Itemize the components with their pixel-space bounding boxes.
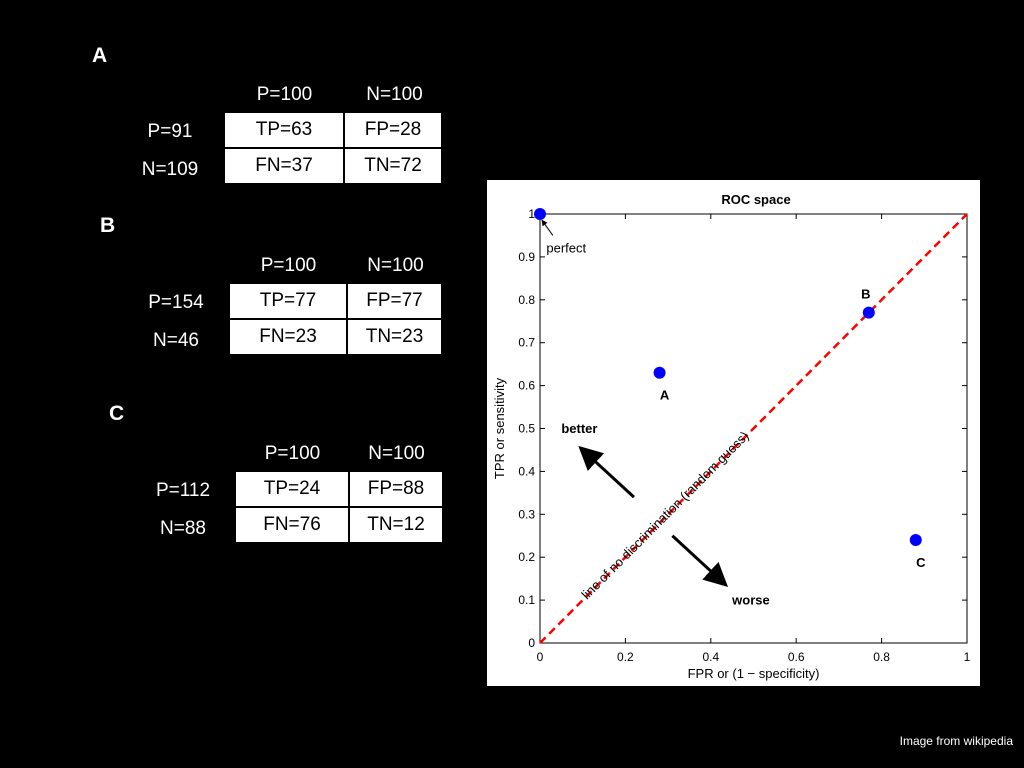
- better-label: better: [561, 421, 597, 436]
- section-label-c: C: [109, 402, 125, 425]
- y-tick-label: 0.6: [518, 379, 535, 393]
- roc-point-c: [909, 534, 922, 547]
- cell-fp: FP=88: [348, 470, 444, 508]
- cell-tp: TP=24: [234, 470, 350, 508]
- col-header-positive: P=100: [256, 84, 313, 105]
- x-tick-label: 0.2: [617, 650, 634, 664]
- diagonal-line: [539, 213, 968, 644]
- axis-ticks: 0 0.2 0.4 0.6 0.8 1 0 0.1 0.2 0.3 0.4 0.5 0.6 0.7 0.8 0…: [518, 207, 970, 664]
- x-tick-label: 0.8: [873, 650, 890, 664]
- y-tick-label: 0.4: [518, 464, 535, 478]
- image-credit: Image from wikipedia: [899, 734, 1013, 748]
- diagonal-label: line of no discrimination (random guess): [578, 428, 751, 602]
- cell-tp: TP=77: [228, 282, 348, 320]
- roc-chart: ROC space 0 0.2 0.4 0.6 0.8 1 0 0.1 0.2 0.3 0.4 0.5…: [487, 180, 980, 686]
- row-label-predicted-negative: N=46: [153, 330, 199, 351]
- chart-title: ROC space: [721, 192, 790, 207]
- confusion-matrix-c: TP=24 FP=88 FN=76 TN=12: [234, 470, 444, 544]
- roc-chart-svg: ROC space 0 0.2 0.4 0.6 0.8 1 0 0.1 0.2 0.3 0.4 0.5…: [492, 192, 971, 681]
- cell-fn: FN=37: [223, 147, 345, 185]
- y-tick-label: 0.7: [518, 336, 535, 350]
- roc-point-perfect: [534, 208, 546, 220]
- y-tick-label: 0.8: [518, 293, 535, 307]
- x-tick-label: 1: [964, 650, 971, 664]
- x-tick-label: 0.4: [702, 650, 719, 664]
- y-tick-label: 0: [528, 636, 535, 650]
- y-tick-label: 0.1: [518, 593, 535, 607]
- y-tick-label: 1: [528, 207, 535, 221]
- x-tick-label: 0.6: [788, 650, 805, 664]
- row-label-predicted-positive: P=91: [147, 121, 193, 142]
- x-axis-label: FPR or (1 − specificity): [688, 666, 820, 681]
- y-tick-label: 0.3: [518, 507, 535, 521]
- confusion-matrix-a: TP=63 FP=28 FN=37 TN=72: [223, 111, 443, 185]
- cell-fn: FN=23: [228, 318, 348, 356]
- better-arrow: [578, 445, 635, 499]
- cell-fn: FN=76: [234, 506, 350, 544]
- row-label-predicted-positive: P=154: [148, 292, 204, 313]
- col-header-positive: P=100: [260, 255, 317, 276]
- confusion-matrix-b: TP=77 FP=77 FN=23 TN=23: [228, 282, 443, 356]
- x-tick-label: 0: [537, 650, 544, 664]
- point-label-a: A: [660, 388, 670, 403]
- col-header-negative: N=100: [366, 84, 423, 105]
- cell-fp: FP=28: [343, 111, 443, 149]
- cell-tn: TN=12: [348, 506, 444, 544]
- cell-tp: TP=63: [223, 111, 345, 149]
- cell-tn: TN=23: [346, 318, 443, 356]
- y-tick-label: 0.5: [518, 422, 535, 436]
- row-label-predicted-negative: N=88: [160, 518, 206, 539]
- roc-point-a: [653, 366, 666, 379]
- col-header-negative: N=100: [367, 255, 424, 276]
- worse-arrow: [671, 534, 729, 588]
- cell-fp: FP=77: [346, 282, 443, 320]
- cell-tn: TN=72: [343, 147, 443, 185]
- perfect-arrow: [541, 219, 554, 236]
- roc-point-b: [862, 306, 875, 319]
- worse-label: worse: [731, 592, 770, 607]
- y-tick-label: 0.9: [518, 250, 535, 264]
- y-tick-label: 0.2: [518, 550, 535, 564]
- y-axis-label: TPR or sensitivity: [492, 377, 507, 479]
- row-label-predicted-positive: P=112: [155, 480, 211, 501]
- col-header-negative: N=100: [368, 443, 425, 464]
- row-label-predicted-negative: N=109: [141, 159, 199, 180]
- point-label-b: B: [861, 287, 870, 302]
- point-label-c: C: [916, 555, 926, 570]
- data-points: A B C: [534, 208, 926, 570]
- section-label-b: B: [100, 214, 116, 237]
- col-header-positive: P=100: [264, 443, 321, 464]
- perfect-label: perfect: [546, 241, 586, 256]
- section-label-a: A: [92, 44, 108, 67]
